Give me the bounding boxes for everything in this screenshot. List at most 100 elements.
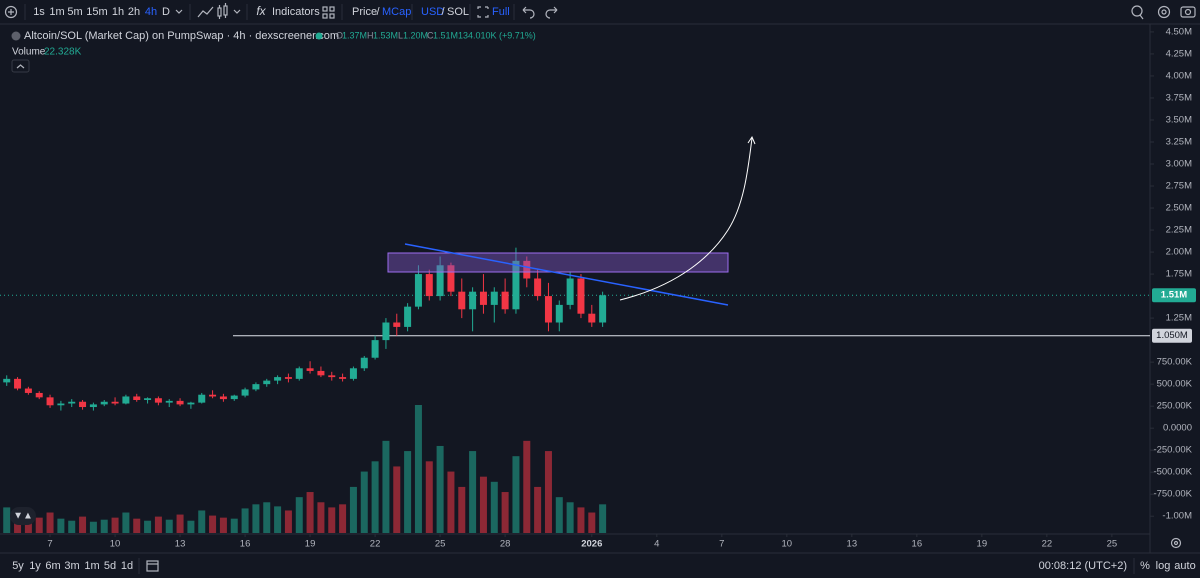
indicators-icon[interactable]: fx [256, 4, 266, 18]
projection-curve [619, 137, 753, 301]
range-button[interactable]: 5y [12, 560, 24, 572]
ohlc-value: 1.37M [342, 30, 367, 40]
x-tick-label: 19 [977, 539, 988, 550]
collapse-legend-button[interactable] [11, 59, 30, 73]
interval-button[interactable]: 5m [67, 6, 82, 18]
x-tick-label: 2026 [581, 539, 602, 550]
volume-bar [328, 507, 336, 533]
volume-bar [371, 461, 379, 533]
candle-body [187, 402, 195, 405]
volume-bar [317, 502, 325, 533]
candle-body [436, 265, 444, 297]
range-button[interactable]: 6m [45, 560, 60, 572]
candle-body [414, 274, 422, 307]
volume-bar [122, 512, 130, 533]
volume-bar [241, 508, 249, 533]
interval-button[interactable]: 2h [128, 6, 140, 18]
percent-toggle[interactable]: % [1140, 560, 1150, 572]
auto-toggle[interactable]: auto [1174, 560, 1195, 572]
volume-bar [306, 492, 314, 533]
volume-bar [252, 504, 260, 533]
line-style-icon[interactable] [197, 6, 214, 18]
camera-button[interactable] [1180, 6, 1196, 18]
log-toggle[interactable]: log [1156, 560, 1171, 572]
candle-body [144, 398, 152, 400]
projection-arrowhead [747, 135, 756, 145]
candle-body [219, 396, 227, 400]
sol-toggle[interactable]: SOL [447, 6, 469, 18]
layout-icon[interactable] [322, 6, 335, 19]
x-tick-label: 10 [782, 539, 793, 550]
add-symbol-icon[interactable] [4, 5, 18, 19]
interval-button[interactable]: 1h [112, 6, 124, 18]
y-tick-label: 4.25M [1166, 48, 1192, 59]
volume-bar [469, 451, 477, 533]
volume-bar [3, 507, 11, 533]
candle-style-icon[interactable] [217, 3, 228, 19]
volume-bar [479, 476, 487, 533]
range-button[interactable]: 3m [64, 560, 79, 572]
range-button[interactable]: 1m [84, 560, 99, 572]
redo-button[interactable] [545, 6, 558, 19]
volume-bar [176, 514, 184, 533]
x-tick-label: 7 [719, 539, 724, 550]
y-tick-label: 4.50M [1166, 26, 1192, 37]
axis-settings-button[interactable] [1170, 537, 1182, 549]
legend: Altcoin/SOL (Market Cap) on PumpSwap · 4… [11, 30, 536, 73]
y-tick-label: 3.75M [1166, 92, 1192, 103]
svg-text:▼▲: ▼▲ [13, 511, 33, 522]
volume-bar [46, 512, 54, 533]
y-tick-label: 1.25M [1166, 313, 1192, 324]
interval-button[interactable]: 1s [33, 6, 45, 18]
candle-body [35, 392, 43, 398]
mcap-toggle[interactable]: MCap [382, 6, 411, 18]
interval-button[interactable]: 1m [49, 6, 64, 18]
y-tick-label: 2.25M [1166, 225, 1192, 236]
settings-button[interactable] [1157, 5, 1171, 19]
volume-bar [566, 502, 574, 533]
volume-bar [349, 486, 357, 533]
volume-bar [555, 497, 563, 533]
y-tick-label: 1.75M [1166, 269, 1192, 280]
style-dropdown[interactable] [233, 9, 241, 14]
screenshot-button[interactable] [1131, 5, 1144, 20]
volume-bar [382, 440, 390, 533]
candle-body [198, 394, 206, 403]
volume-bar [154, 516, 162, 533]
symbol-title: Altcoin/SOL (Market Cap) on PumpSwap · 4… [24, 30, 339, 42]
slash: / [376, 6, 380, 18]
range-button[interactable]: 1d [121, 560, 133, 572]
price-toggle[interactable]: Price [352, 6, 377, 18]
candle-body [469, 291, 477, 310]
range-button[interactable]: 1y [29, 560, 41, 572]
volume-bar [588, 512, 596, 533]
x-tick-label: 19 [305, 539, 316, 550]
interval-button[interactable]: 15m [86, 6, 107, 18]
candle-body [79, 401, 87, 408]
volume-value: 22.328K [44, 47, 82, 58]
candle-body [479, 291, 487, 305]
ohlc-letter: O [336, 30, 343, 40]
volume-bar [436, 445, 444, 533]
y-tick-label: 750.00K [1157, 357, 1193, 368]
full-button[interactable]: Full [492, 6, 510, 18]
interval-dropdown[interactable] [175, 9, 183, 14]
undo-button[interactable] [522, 6, 535, 19]
interval-button[interactable]: D [162, 6, 170, 18]
interval-button-active[interactable]: 4h [145, 6, 157, 18]
usd-toggle[interactable]: USD [421, 6, 444, 18]
change-value: 134.010K (+9.71%) [458, 30, 536, 40]
full-icon[interactable] [477, 6, 489, 18]
x-tick-label: 13 [175, 539, 186, 550]
candle-body [544, 296, 552, 323]
range-button[interactable]: 5d [104, 560, 116, 572]
candle-body [599, 295, 607, 323]
y-tick-label: -1.00M [1162, 511, 1192, 522]
date-range-button[interactable] [146, 560, 159, 572]
volume-bar [144, 520, 152, 533]
indicators-button[interactable]: Indicators [272, 6, 320, 18]
y-tick-label: 2.00M [1166, 247, 1192, 258]
candle-body [263, 380, 271, 385]
